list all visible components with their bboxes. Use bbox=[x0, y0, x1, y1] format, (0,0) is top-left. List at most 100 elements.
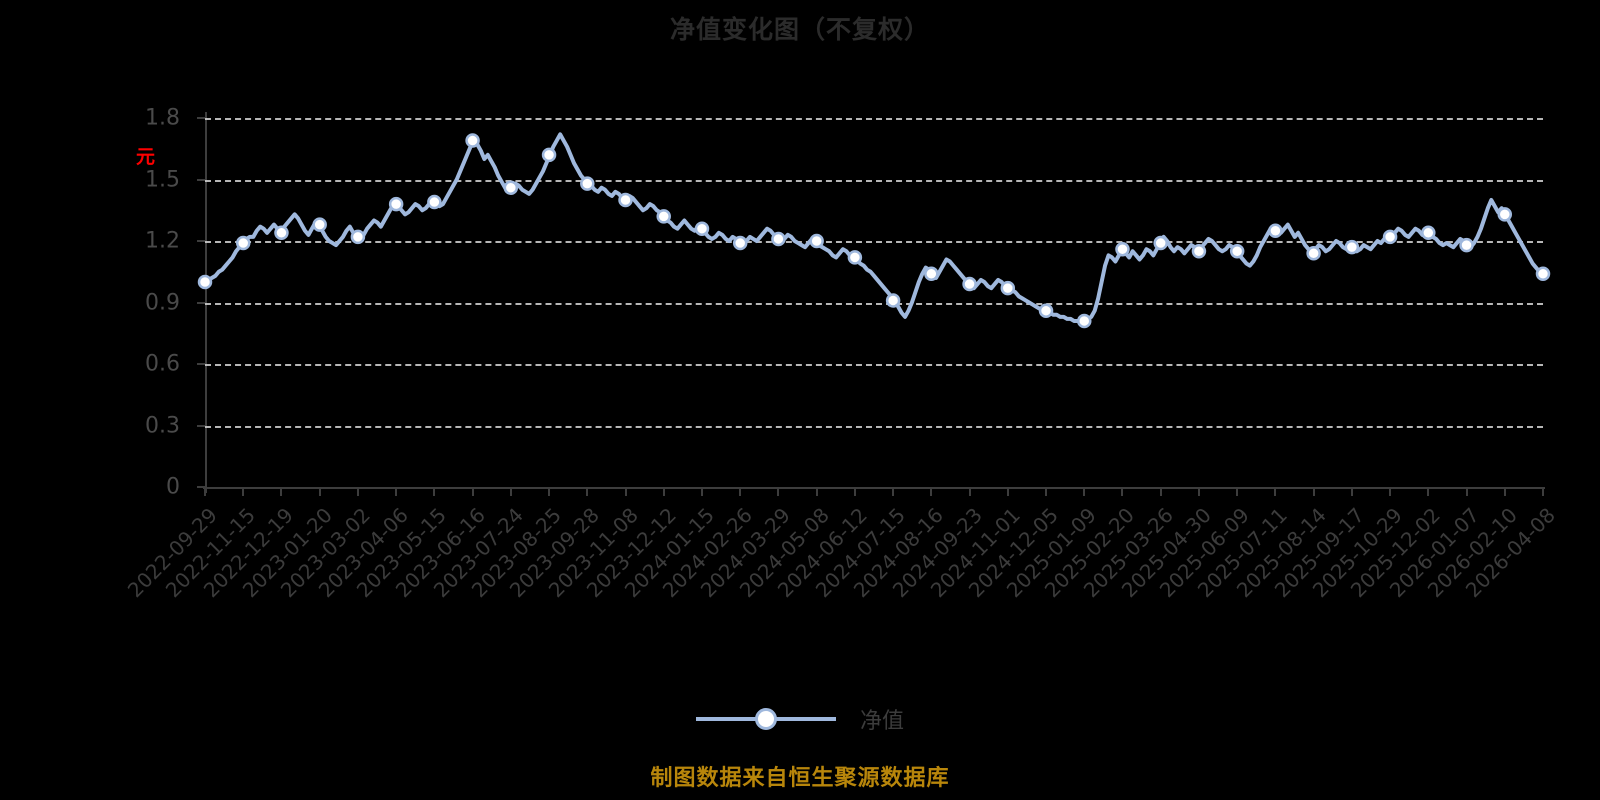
data-point-marker[interactable] bbox=[618, 192, 633, 208]
x-axis-tick-mark bbox=[853, 487, 856, 496]
y-axis-tick-mark bbox=[197, 178, 206, 181]
data-point-marker[interactable] bbox=[1306, 246, 1321, 261]
data-point-marker[interactable] bbox=[388, 196, 404, 212]
data-point-marker[interactable] bbox=[885, 293, 901, 308]
data-point-marker[interactable] bbox=[1000, 280, 1016, 296]
x-axis-tick-mark bbox=[1045, 487, 1048, 496]
data-point-marker[interactable] bbox=[732, 235, 748, 251]
data-point-marker[interactable] bbox=[1268, 223, 1283, 238]
y-axis-tick-mark bbox=[197, 240, 206, 242]
x-axis-tick-mark bbox=[1274, 487, 1277, 496]
gridline bbox=[205, 179, 1543, 182]
x-axis-tick-mark bbox=[1197, 487, 1200, 496]
x-axis-tick-mark bbox=[433, 487, 436, 496]
data-point-marker[interactable] bbox=[465, 133, 480, 148]
data-point-marker[interactable] bbox=[924, 266, 939, 282]
x-axis-tick-mark bbox=[930, 487, 933, 496]
x-axis-tick-mark bbox=[815, 487, 818, 496]
data-point-marker[interactable] bbox=[656, 209, 671, 224]
data-point-marker[interactable] bbox=[694, 221, 710, 236]
data-point-marker[interactable] bbox=[580, 176, 595, 191]
x-axis-tick-mark bbox=[280, 487, 283, 496]
data-point-marker[interactable] bbox=[1191, 244, 1207, 259]
data-point-marker[interactable] bbox=[350, 229, 366, 245]
data-point-marker[interactable] bbox=[1535, 266, 1551, 282]
legend-line-left bbox=[695, 717, 766, 721]
net-value-series bbox=[197, 132, 1551, 329]
y-axis-tick-mark bbox=[197, 117, 206, 119]
x-axis-tick-mark bbox=[892, 487, 895, 496]
x-axis-tick-mark bbox=[1006, 487, 1009, 496]
data-point-marker[interactable] bbox=[1038, 303, 1054, 318]
x-axis-tick-mark bbox=[1121, 487, 1124, 496]
data-point-marker[interactable] bbox=[1344, 239, 1360, 255]
data-point-marker[interactable] bbox=[809, 233, 824, 249]
y-axis-tick-mark bbox=[197, 486, 206, 488]
x-axis-tick-mark bbox=[1465, 487, 1468, 496]
x-axis-tick-mark bbox=[1503, 487, 1506, 496]
data-point-marker[interactable] bbox=[1382, 229, 1398, 245]
y-axis-tick-label: 1.5 bbox=[145, 167, 180, 192]
x-axis-tick-mark bbox=[356, 487, 359, 496]
gridline bbox=[205, 425, 1543, 428]
y-axis-tick-label: 0.9 bbox=[145, 290, 180, 315]
data-point-marker[interactable] bbox=[962, 276, 977, 292]
x-axis-tick-mark bbox=[509, 487, 512, 496]
x-axis-tick-mark bbox=[471, 487, 474, 496]
x-axis-tick-mark bbox=[204, 487, 206, 496]
data-point-marker[interactable] bbox=[312, 217, 327, 232]
data-point-marker[interactable] bbox=[1459, 237, 1474, 253]
gridline bbox=[205, 302, 1543, 305]
x-axis-tick-mark bbox=[242, 487, 245, 496]
data-point-marker[interactable] bbox=[1153, 235, 1168, 251]
x-axis-tick-mark bbox=[700, 487, 703, 496]
data-point-marker[interactable] bbox=[274, 225, 289, 241]
x-axis-tick-mark bbox=[1350, 487, 1353, 496]
x-axis-tick-mark bbox=[739, 487, 742, 496]
legend-item-label: 净值 bbox=[859, 709, 904, 734]
x-axis-tick-mark bbox=[777, 487, 780, 496]
data-point-marker[interactable] bbox=[1077, 313, 1092, 329]
x-axis-tick-mark bbox=[1083, 487, 1086, 496]
plot-area bbox=[197, 118, 1551, 487]
x-axis-tick-mark bbox=[662, 487, 665, 496]
data-point-marker[interactable] bbox=[1115, 241, 1130, 257]
x-axis-tick-mark bbox=[968, 487, 971, 496]
circle-marker-icon bbox=[754, 708, 777, 730]
x-axis-tick-mark bbox=[1389, 487, 1392, 496]
legend-line-right bbox=[765, 717, 836, 721]
y-axis-tick-label: 1.2 bbox=[145, 228, 180, 254]
x-axis-tick-mark bbox=[1236, 487, 1239, 496]
y-axis-unit-label: 元 bbox=[136, 146, 156, 168]
data-point-marker[interactable] bbox=[235, 235, 251, 251]
data-point-marker[interactable] bbox=[197, 274, 213, 290]
x-axis-tick-mark bbox=[318, 487, 321, 496]
y-axis-tick-mark bbox=[197, 301, 206, 304]
data-point-marker[interactable] bbox=[1229, 244, 1245, 259]
y-axis-tick-mark bbox=[197, 424, 206, 427]
y-axis-tick-label: 0 bbox=[166, 474, 180, 500]
x-axis-tick-mark bbox=[1542, 487, 1544, 496]
gridline bbox=[205, 241, 1543, 243]
data-point-marker[interactable] bbox=[1421, 225, 1436, 241]
net-value-line bbox=[203, 132, 1545, 325]
y-axis-tick-label: 0.3 bbox=[145, 413, 180, 438]
chart-footer-note: 制图数据来自恒生聚源数据库 bbox=[650, 766, 950, 791]
data-point-marker[interactable] bbox=[427, 194, 442, 210]
data-point-marker[interactable] bbox=[847, 250, 863, 265]
x-axis-tick-mark bbox=[1312, 487, 1315, 496]
data-point-marker[interactable] bbox=[503, 180, 519, 195]
chart-legend: 净值 bbox=[0, 703, 1600, 735]
data-point-marker[interactable] bbox=[771, 231, 786, 247]
x-axis-tick-mark bbox=[395, 487, 398, 496]
gridline bbox=[205, 364, 1543, 366]
data-point-marker[interactable] bbox=[541, 147, 557, 163]
y-axis-tick-label: 1.8 bbox=[145, 105, 180, 131]
y-axis-tick-label: 0.6 bbox=[145, 351, 180, 377]
data-point-marker[interactable] bbox=[1497, 207, 1513, 222]
x-axis-tick-mark bbox=[1427, 487, 1430, 496]
x-axis-tick-mark bbox=[586, 487, 589, 496]
y-axis-tick-mark bbox=[197, 363, 206, 365]
x-axis-tick-mark bbox=[1159, 487, 1162, 496]
